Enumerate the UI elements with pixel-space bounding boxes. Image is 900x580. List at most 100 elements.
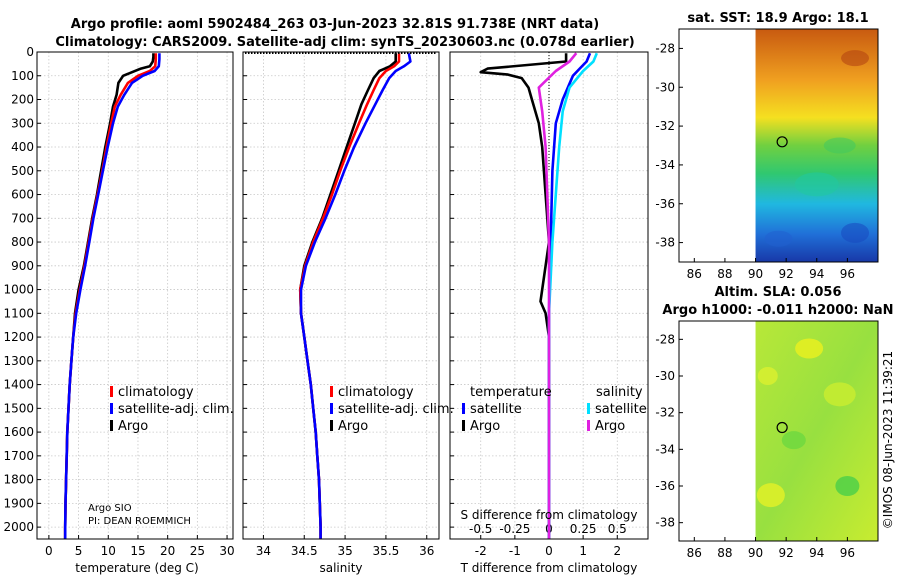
y-tick-label: 600 bbox=[11, 188, 34, 202]
map-frame bbox=[678, 320, 879, 542]
y-tick-label: 1400 bbox=[3, 378, 34, 392]
sla-map-subtitle: Argo h1000: -0.011 h2000: NaN bbox=[662, 303, 893, 318]
y-tick-label: -30 bbox=[655, 369, 675, 383]
x-tick-label: 96 bbox=[840, 546, 855, 560]
x-tick-label: 34 bbox=[256, 544, 271, 558]
map-frame bbox=[678, 28, 879, 263]
sst-field-patch bbox=[841, 222, 870, 243]
x-tick-label: 35.5 bbox=[373, 544, 400, 558]
sst-map-title: sat. SST: 18.9 Argo: 18.1 bbox=[687, 11, 868, 26]
y-tick-label: 900 bbox=[11, 259, 34, 273]
series-line-s-argo bbox=[537, 52, 578, 539]
x-tick-label: 34.5 bbox=[291, 544, 318, 558]
legend-label-sat: satellite-adj. clim. bbox=[338, 402, 454, 417]
sal-diff-tick-label: 0.5 bbox=[608, 522, 627, 536]
y-tick-label: -30 bbox=[655, 80, 675, 94]
y-tick-label: 1900 bbox=[3, 496, 34, 510]
x-tick-label: 86 bbox=[687, 267, 702, 281]
legend-swatch-t-argo bbox=[462, 420, 465, 431]
y-tick-label: -28 bbox=[655, 332, 675, 346]
x-tick-label: 88 bbox=[717, 546, 732, 560]
sla-map: 86 88 90 92 94 96 -28 -30 -32 -34 -36 -38 bbox=[655, 320, 879, 560]
y-tick-label: 1300 bbox=[3, 354, 34, 368]
x-tick-label: 94 bbox=[809, 267, 824, 281]
argo-float-marker bbox=[776, 421, 788, 434]
legend-title-salinity: salinity bbox=[596, 385, 643, 400]
sst-field-patch bbox=[764, 230, 793, 247]
x-tick-label: 20 bbox=[160, 544, 175, 558]
diff-xlabel: T difference from climatology bbox=[460, 561, 638, 575]
y-tick-label: 1500 bbox=[3, 401, 34, 415]
x-tick-label: 96 bbox=[840, 267, 855, 281]
sla-anomaly-patch bbox=[835, 476, 860, 496]
x-tick-label: 0 bbox=[45, 544, 53, 558]
x-tick-label: 90 bbox=[748, 546, 763, 560]
credit-pi: PI: DEAN ROEMMICH bbox=[88, 516, 191, 527]
sla-anomaly-patch bbox=[757, 367, 778, 385]
legend-swatch-sat bbox=[330, 403, 333, 414]
temp-legend: climatology satellite-adj. clim. Argo bbox=[110, 385, 234, 434]
legend-swatch-s-sat bbox=[587, 403, 590, 414]
y-tick-label: -32 bbox=[655, 406, 675, 420]
difference-panel: -2 -1 0 1 2-0.5 -0.25 0 0.25 0.5 bbox=[449, 51, 649, 558]
sla-anomaly-patch bbox=[823, 382, 856, 407]
y-tick-label: 100 bbox=[11, 69, 34, 83]
sal-diff-tick-label: 0.25 bbox=[570, 522, 597, 536]
legend-label-t-sat: satellite bbox=[470, 402, 522, 417]
y-tick-label: 2000 bbox=[3, 520, 34, 534]
y-tick-label: -36 bbox=[655, 479, 675, 493]
x-tick-label: -2 bbox=[475, 544, 487, 558]
y-tick-label: 1800 bbox=[3, 473, 34, 487]
y-tick-label: -36 bbox=[655, 197, 675, 211]
x-tick-label: 1 bbox=[579, 544, 587, 558]
sla-anomaly-patch bbox=[756, 483, 785, 508]
sal-xlabel: salinity bbox=[319, 561, 362, 575]
x-tick-label: 10 bbox=[101, 544, 116, 558]
plot-frame bbox=[449, 51, 649, 540]
y-tick-label: 1100 bbox=[3, 306, 34, 320]
series-line-t-satellite bbox=[547, 52, 592, 539]
x-tick-label: 5 bbox=[75, 544, 83, 558]
legend-title-temperature: temperature bbox=[470, 385, 552, 400]
x-tick-label: 92 bbox=[779, 546, 794, 560]
y-tick-label: 1700 bbox=[3, 449, 34, 463]
salinity-panel: 34 34.5 35 35.5 36 bbox=[242, 51, 440, 558]
x-tick-label: 25 bbox=[190, 544, 205, 558]
y-tick-label: -28 bbox=[655, 41, 675, 55]
imos-stamp: ©IMOS 08-Jun-2023 11:39:21 bbox=[881, 351, 895, 529]
series-line-argo bbox=[298, 53, 398, 539]
y-tick-label: 300 bbox=[11, 116, 34, 130]
x-tick-label: 90 bbox=[748, 267, 763, 281]
sal-legend: climatology satellite-adj. clim. Argo bbox=[330, 385, 454, 434]
header-line-1: Argo profile: aoml 5902484_263 03-Jun-20… bbox=[71, 17, 599, 32]
argo-float-marker bbox=[776, 136, 788, 148]
y-tick-label: 1600 bbox=[3, 425, 34, 439]
sla-anomaly-patch bbox=[795, 338, 824, 359]
temp-xlabel: temperature (deg C) bbox=[75, 561, 198, 575]
legend-label-s-sat: satellite bbox=[595, 402, 647, 417]
series-line-satellite-adj-clim- bbox=[299, 52, 412, 539]
y-tick-label: -34 bbox=[655, 442, 675, 456]
legend-swatch-t-sat bbox=[462, 403, 465, 414]
legend-swatch-s-argo bbox=[587, 420, 590, 431]
legend-label-argo: Argo bbox=[118, 419, 148, 434]
plot-frame bbox=[242, 51, 440, 540]
diff-legend: temperature salinity satellite Argo sate… bbox=[462, 385, 647, 434]
legend-label-t-argo: Argo bbox=[470, 419, 500, 434]
diff-xlabel-top: S difference from climatology bbox=[461, 508, 638, 522]
credit-org: Argo SIO bbox=[88, 503, 132, 514]
y-tick-label: 500 bbox=[11, 164, 34, 178]
y-tick-label: -38 bbox=[655, 516, 675, 530]
y-tick-label: 800 bbox=[11, 235, 34, 249]
series-line-s-satellite bbox=[547, 52, 599, 539]
y-tick-label: -34 bbox=[655, 158, 675, 172]
series-line-t-argo bbox=[479, 53, 568, 539]
sla-map-title: Altim. SLA: 0.056 bbox=[715, 285, 842, 300]
x-tick-label: 0 bbox=[545, 544, 553, 558]
sla-anomaly-patch bbox=[781, 431, 806, 450]
y-tick-label: -32 bbox=[655, 119, 675, 133]
y-tick-label: -38 bbox=[655, 236, 675, 250]
sst-map: 86 88 90 92 94 96 -28 -30 -32 -34 -36 -38 bbox=[655, 28, 879, 281]
temperature-panel: 0100200300400500600700800900100011001200… bbox=[3, 45, 234, 558]
